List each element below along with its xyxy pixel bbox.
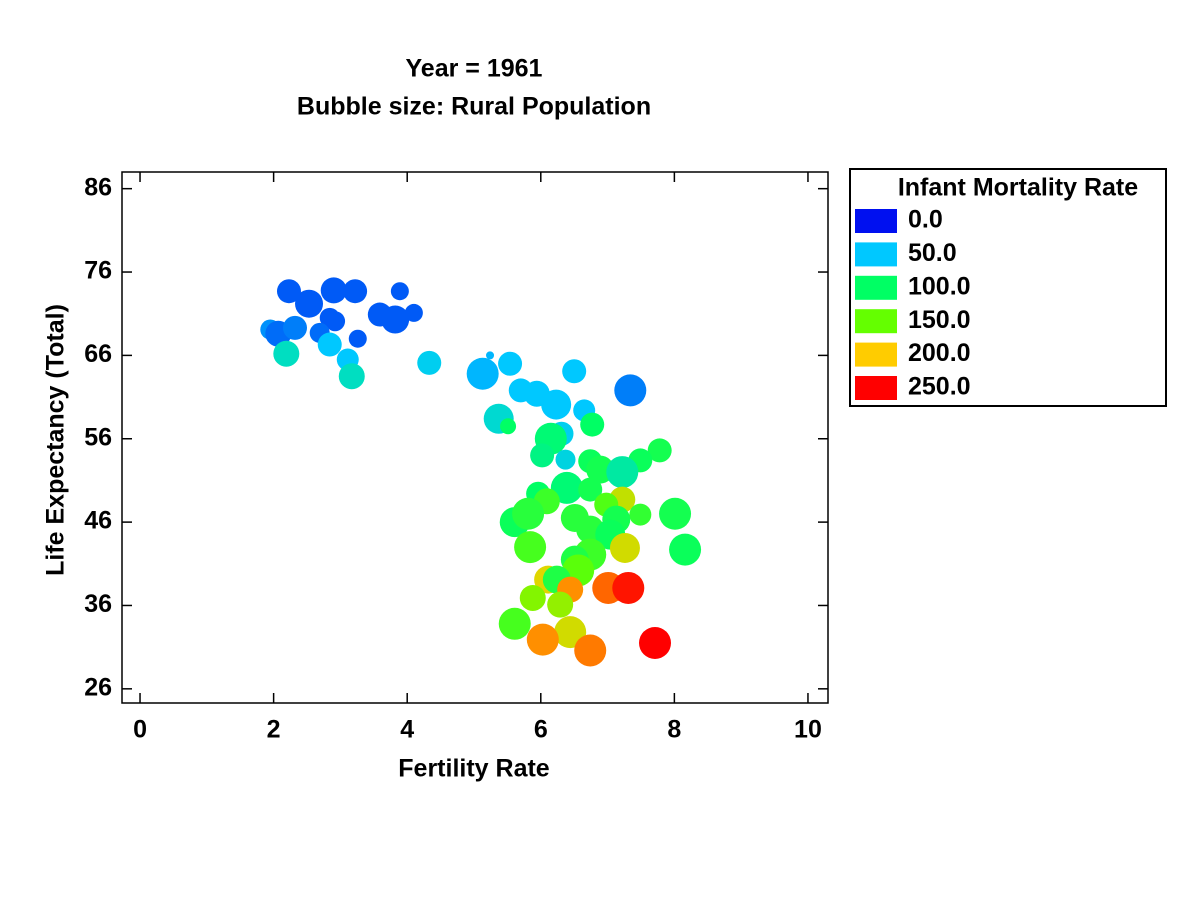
bubble [606, 456, 639, 489]
bubble [317, 332, 342, 357]
legend-swatch [855, 242, 897, 267]
bubble [547, 591, 574, 618]
bubble [514, 531, 547, 564]
legend-swatch [855, 342, 897, 367]
legend-label: 100.0 [908, 272, 971, 300]
bubble [647, 438, 672, 463]
bubble [614, 374, 647, 407]
bubble [404, 303, 423, 322]
legend-label: 200.0 [908, 339, 971, 367]
y-tick-label: 46 [84, 507, 112, 535]
bubble [629, 503, 652, 526]
legend-label: 150.0 [908, 306, 971, 334]
legend-label: 50.0 [908, 239, 957, 267]
bubble [612, 571, 645, 604]
chart-subtitle: Bubble size: Rural Population [297, 93, 651, 121]
bubble [390, 282, 409, 301]
bubble [417, 350, 442, 375]
legend-title: Infant Mortality Rate [898, 174, 1138, 202]
bubble [486, 351, 495, 360]
y-tick-label: 76 [84, 257, 112, 285]
legend-swatch [855, 309, 897, 334]
legend-label: 0.0 [908, 206, 943, 234]
bubble [338, 363, 365, 390]
y-tick-label: 66 [84, 340, 112, 368]
bubble [512, 497, 545, 530]
bubble [282, 315, 307, 340]
bubble [669, 533, 702, 566]
x-tick-label: 4 [400, 716, 414, 744]
bubble [530, 443, 555, 468]
bubble [580, 412, 605, 437]
x-tick-label: 6 [534, 716, 548, 744]
bubble [348, 329, 367, 348]
bubble [541, 389, 572, 420]
bubble [381, 305, 410, 334]
bubble [639, 626, 672, 659]
x-axis-label: Fertility Rate [398, 755, 550, 783]
y-tick-label: 86 [84, 173, 112, 201]
bubble [295, 289, 324, 318]
x-tick-label: 10 [794, 716, 822, 744]
x-tick-label: 2 [267, 716, 281, 744]
bubble [276, 279, 301, 304]
legend-label: 250.0 [908, 373, 971, 401]
chart-title: Year = 1961 [406, 55, 543, 83]
bubble [519, 584, 546, 611]
bubble [526, 623, 559, 656]
bubble [498, 351, 523, 376]
bubble [343, 279, 368, 304]
legend-swatch [855, 376, 897, 400]
bubble [562, 359, 587, 384]
legend-box [849, 168, 1167, 407]
bubble [659, 497, 692, 530]
y-tick-label: 36 [84, 590, 112, 618]
bubble [555, 449, 576, 470]
legend-swatch [855, 275, 897, 300]
bubble [550, 471, 583, 504]
bubble [574, 634, 607, 667]
bubble [498, 607, 531, 640]
y-tick-label: 26 [84, 673, 112, 701]
bubble [325, 311, 346, 332]
bubble [609, 532, 640, 563]
x-tick-label: 8 [667, 716, 681, 744]
bubble [273, 340, 300, 367]
bubble [500, 418, 517, 435]
plot-frame [121, 171, 829, 704]
bubble [320, 277, 347, 304]
x-tick-label: 0 [133, 716, 147, 744]
y-tick-label: 56 [84, 423, 112, 451]
bubble [578, 477, 603, 502]
legend-swatch [855, 209, 897, 233]
bubble [466, 357, 499, 390]
y-axis-label: Life Expectancy (Total) [42, 304, 70, 576]
